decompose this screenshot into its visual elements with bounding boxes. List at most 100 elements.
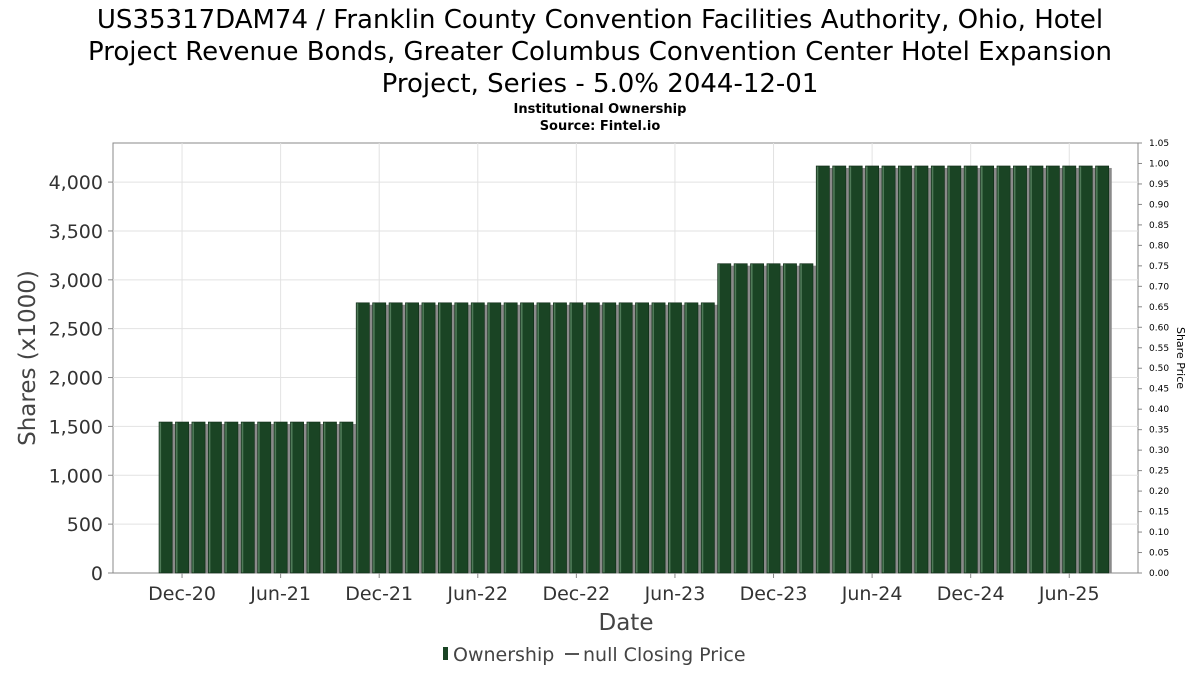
- bar-ownership: [717, 263, 732, 574]
- bar-ownership: [191, 421, 206, 574]
- bar-ownership: [1029, 165, 1044, 574]
- bar-highlight: [635, 303, 638, 573]
- bar-ownership: [388, 302, 403, 574]
- bar-highlight: [471, 303, 474, 573]
- bar-highlight: [537, 303, 539, 573]
- bar-highlight: [389, 303, 392, 573]
- bar-ownership: [487, 302, 502, 574]
- bar-highlight: [553, 303, 556, 573]
- bar-ownership: [553, 302, 567, 574]
- y2-axis-ticks: 0.00 0.05 0.10 0.15 0.20 0.25 0.30 0.35 0.40 0.45…: [1138, 139, 1169, 579]
- bar-highlight: [603, 303, 605, 573]
- bar-highlight: [1013, 166, 1016, 573]
- bar-ownership: [520, 302, 534, 574]
- chart-subtitle-line: Institutional Ownership: [514, 102, 687, 117]
- bar-highlight: [783, 264, 786, 573]
- y-tick-label: 2,000: [49, 368, 103, 390]
- bar-highlight: [192, 422, 194, 573]
- bar-highlight: [865, 166, 868, 573]
- bar-ownership: [1013, 165, 1027, 574]
- y2-tick-label: 0.75: [1149, 262, 1169, 272]
- bar-highlight: [570, 303, 572, 573]
- y2-tick-label: 0.05: [1149, 549, 1169, 559]
- bar-ownership: [832, 165, 847, 574]
- x-tick-label: Dec-21: [345, 583, 413, 605]
- bar-ownership: [799, 263, 814, 574]
- bar-highlight: [1079, 166, 1082, 573]
- y2-tick-label: 0.65: [1149, 303, 1169, 313]
- bar-highlight: [274, 422, 277, 573]
- bar-ownership: [815, 165, 830, 574]
- bar-highlight: [750, 264, 753, 573]
- bar-highlight: [915, 166, 917, 573]
- bar-ownership: [322, 421, 337, 574]
- bar-highlight: [816, 166, 819, 573]
- y2-tick-label: 0.90: [1149, 200, 1169, 210]
- y-tick-label: 500: [67, 514, 103, 536]
- bar-highlight: [504, 303, 507, 573]
- bar-ownership: [224, 421, 239, 574]
- bar-ownership: [947, 165, 962, 574]
- y2-tick-label: 0.85: [1149, 221, 1169, 231]
- x-tick-label: Jun-23: [644, 583, 706, 605]
- bar-ownership: [635, 302, 649, 574]
- y-tick-label: 0: [91, 563, 103, 585]
- y2-tick-label: 0.50: [1149, 364, 1169, 374]
- bar-highlight: [652, 303, 654, 573]
- legend-label-closing-price: null Closing Price: [583, 644, 746, 666]
- bar-highlight: [258, 422, 260, 573]
- bar-highlight: [800, 264, 802, 573]
- bar-ownership: [602, 302, 617, 574]
- bar-highlight: [1030, 166, 1032, 573]
- bar-ownership: [339, 421, 354, 574]
- x-tick-label: Dec-20: [148, 583, 216, 605]
- y-tick-label: 2,500: [49, 319, 103, 341]
- bar-ownership: [980, 165, 995, 574]
- bar-ownership: [996, 165, 1011, 574]
- y2-tick-label: 0.70: [1149, 282, 1169, 292]
- x-tick-label: Dec-24: [937, 583, 1005, 605]
- bar-highlight: [356, 303, 359, 573]
- bar-ownership: [158, 421, 173, 574]
- bar-ownership: [898, 165, 912, 574]
- bar-highlight: [833, 166, 835, 573]
- y2-tick-label: 0.40: [1149, 405, 1169, 415]
- bar-ownership: [290, 421, 304, 574]
- bar-ownership: [733, 263, 748, 574]
- bar-highlight: [488, 303, 490, 573]
- bar-highlight: [882, 166, 885, 573]
- legend: Ownership null Closing Price: [443, 644, 746, 666]
- x-axis-ticks: Dec-20 Jun-21 Dec-21 Jun-22 Dec-22 Jun-23 Dec-…: [148, 573, 1100, 605]
- bar-highlight: [373, 303, 375, 573]
- bar-ownership: [454, 302, 469, 574]
- bar-ownership: [783, 263, 797, 574]
- bar-ownership: [585, 302, 600, 574]
- bar-ownership: [207, 421, 222, 574]
- bar-highlight: [948, 166, 950, 573]
- x-tick-label: Jun-22: [446, 583, 508, 605]
- x-tick-label: Jun-21: [249, 583, 311, 605]
- bar-highlight: [1096, 166, 1098, 573]
- legend-swatch-ownership: [443, 647, 448, 660]
- y-tick-label: 1,500: [49, 416, 103, 438]
- x-axis-label: Date: [599, 610, 654, 636]
- bar-ownership: [651, 302, 666, 574]
- y-tick-label: 3,000: [49, 270, 103, 292]
- bar-highlight: [964, 166, 967, 573]
- y-axis-label: Shares (x1000): [15, 270, 41, 446]
- x-tick-label: Dec-22: [542, 583, 610, 605]
- y-tick-label: 3,500: [49, 221, 103, 243]
- bar-highlight: [767, 264, 770, 573]
- bar-highlight: [455, 303, 457, 573]
- bar-ownership: [700, 302, 715, 574]
- y2-tick-label: 0.55: [1149, 344, 1169, 354]
- bar-ownership: [684, 302, 699, 574]
- y2-tick-label: 0.00: [1149, 569, 1169, 579]
- y2-tick-label: 1.00: [1149, 159, 1169, 169]
- bar-ownership: [1095, 165, 1110, 574]
- legend-label-ownership: Ownership: [453, 644, 554, 666]
- bar-highlight: [849, 166, 852, 573]
- bar-ownership: [421, 302, 436, 574]
- bar-ownership: [750, 263, 765, 574]
- chart-title: US35317DAM74 / Franklin County Conventio…: [88, 5, 1112, 99]
